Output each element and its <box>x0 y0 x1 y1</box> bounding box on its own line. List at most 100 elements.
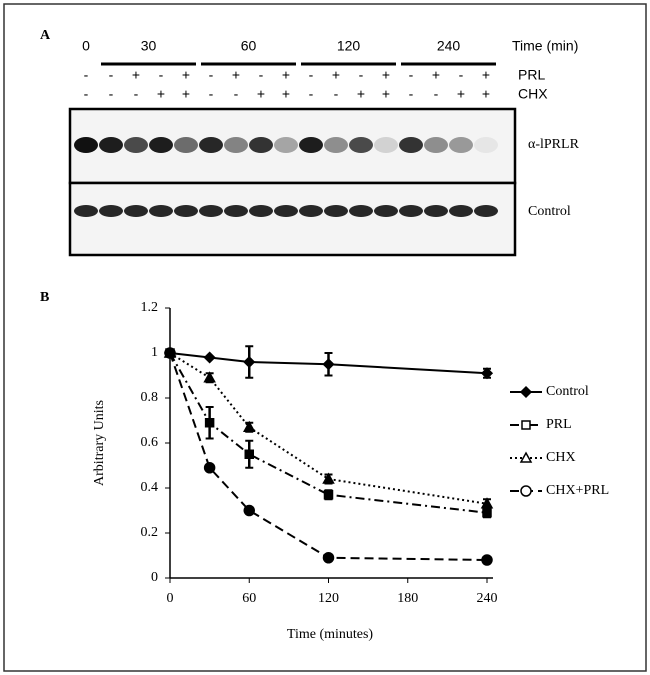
band <box>449 205 473 217</box>
x-tick-label: 60 <box>242 591 256 606</box>
marker <box>244 449 254 459</box>
band <box>474 205 498 217</box>
panel-label: B <box>40 290 49 305</box>
band <box>449 137 473 153</box>
band <box>99 205 123 217</box>
band <box>399 205 423 217</box>
band <box>324 137 348 153</box>
sign: + <box>282 67 290 83</box>
y-tick-label: 1.2 <box>141 300 159 315</box>
sign: - <box>209 86 214 102</box>
band <box>199 137 223 153</box>
x-tick-label: 120 <box>318 591 339 606</box>
band <box>299 205 323 217</box>
sign: - <box>84 86 89 102</box>
time-label: 240 <box>437 38 461 54</box>
marker <box>480 367 494 380</box>
sign: - <box>134 86 139 102</box>
y-axis-title: Arbitrary Units <box>92 400 107 486</box>
band <box>374 205 398 217</box>
marker <box>203 371 216 383</box>
sign: + <box>282 86 290 102</box>
time-header: Time (min) <box>512 38 578 54</box>
sign: - <box>359 67 364 83</box>
sign: + <box>482 67 490 83</box>
sign: - <box>109 86 114 102</box>
marker <box>480 497 494 509</box>
panel-label: A <box>40 28 51 43</box>
marker <box>164 347 176 359</box>
band <box>424 205 448 217</box>
y-tick-label: 0.4 <box>141 480 159 495</box>
marker <box>519 451 533 463</box>
marker <box>204 418 215 428</box>
blot <box>68 181 517 257</box>
legend-label: CHX <box>546 450 576 465</box>
blot-label: α-lPRLR <box>528 137 580 152</box>
sign: + <box>132 67 140 83</box>
sign: + <box>457 86 465 102</box>
sign: - <box>209 67 214 83</box>
x-tick-label: 240 <box>477 591 498 606</box>
sign: + <box>382 67 390 83</box>
sign: - <box>159 67 164 83</box>
band <box>74 137 98 153</box>
sign: - <box>309 67 314 83</box>
band <box>74 205 98 217</box>
sign: - <box>434 86 439 102</box>
sign: - <box>309 86 314 102</box>
band <box>124 137 148 153</box>
legend-label: CHX+PRL <box>546 483 609 498</box>
band <box>249 137 273 153</box>
x-axis-title: Time (minutes) <box>287 627 374 642</box>
band <box>299 137 323 153</box>
sign: + <box>182 67 190 83</box>
blot-label: Control <box>528 204 571 219</box>
band <box>249 205 273 217</box>
band <box>174 205 198 217</box>
band <box>199 205 223 217</box>
band <box>99 137 123 153</box>
band <box>349 137 373 153</box>
time-label: 30 <box>141 38 157 54</box>
sign: - <box>234 86 239 102</box>
band <box>149 137 173 153</box>
marker <box>520 485 532 497</box>
sign: + <box>332 67 340 83</box>
band <box>149 205 173 217</box>
marker <box>243 355 256 369</box>
x-tick-label: 180 <box>397 591 418 606</box>
sign: - <box>84 67 89 83</box>
band <box>174 137 198 153</box>
series-line <box>169 352 488 561</box>
band <box>399 137 423 153</box>
marker <box>521 420 531 430</box>
sign: + <box>182 86 190 102</box>
band <box>224 205 248 217</box>
sign: + <box>257 86 265 102</box>
band <box>124 205 148 217</box>
marker <box>203 351 216 364</box>
time-label: 60 <box>241 38 257 54</box>
legend-label: Control <box>546 384 589 399</box>
sign: + <box>482 86 490 102</box>
series-line <box>169 352 488 514</box>
marker <box>323 490 334 500</box>
marker <box>482 508 492 518</box>
band <box>474 137 498 153</box>
sign: + <box>432 67 440 83</box>
sign: - <box>459 67 464 83</box>
y-tick-label: 0.6 <box>141 435 159 450</box>
y-tick-label: 0.2 <box>141 525 159 540</box>
band <box>324 205 348 217</box>
row-label: PRL <box>518 67 545 83</box>
sign: - <box>409 67 414 83</box>
sign: - <box>259 67 264 83</box>
legend-label: PRL <box>546 417 572 432</box>
time-label: 0 <box>82 38 90 54</box>
marker <box>322 358 335 371</box>
sign: - <box>334 86 339 102</box>
sign: - <box>409 86 414 102</box>
time-label: 120 <box>337 38 361 54</box>
